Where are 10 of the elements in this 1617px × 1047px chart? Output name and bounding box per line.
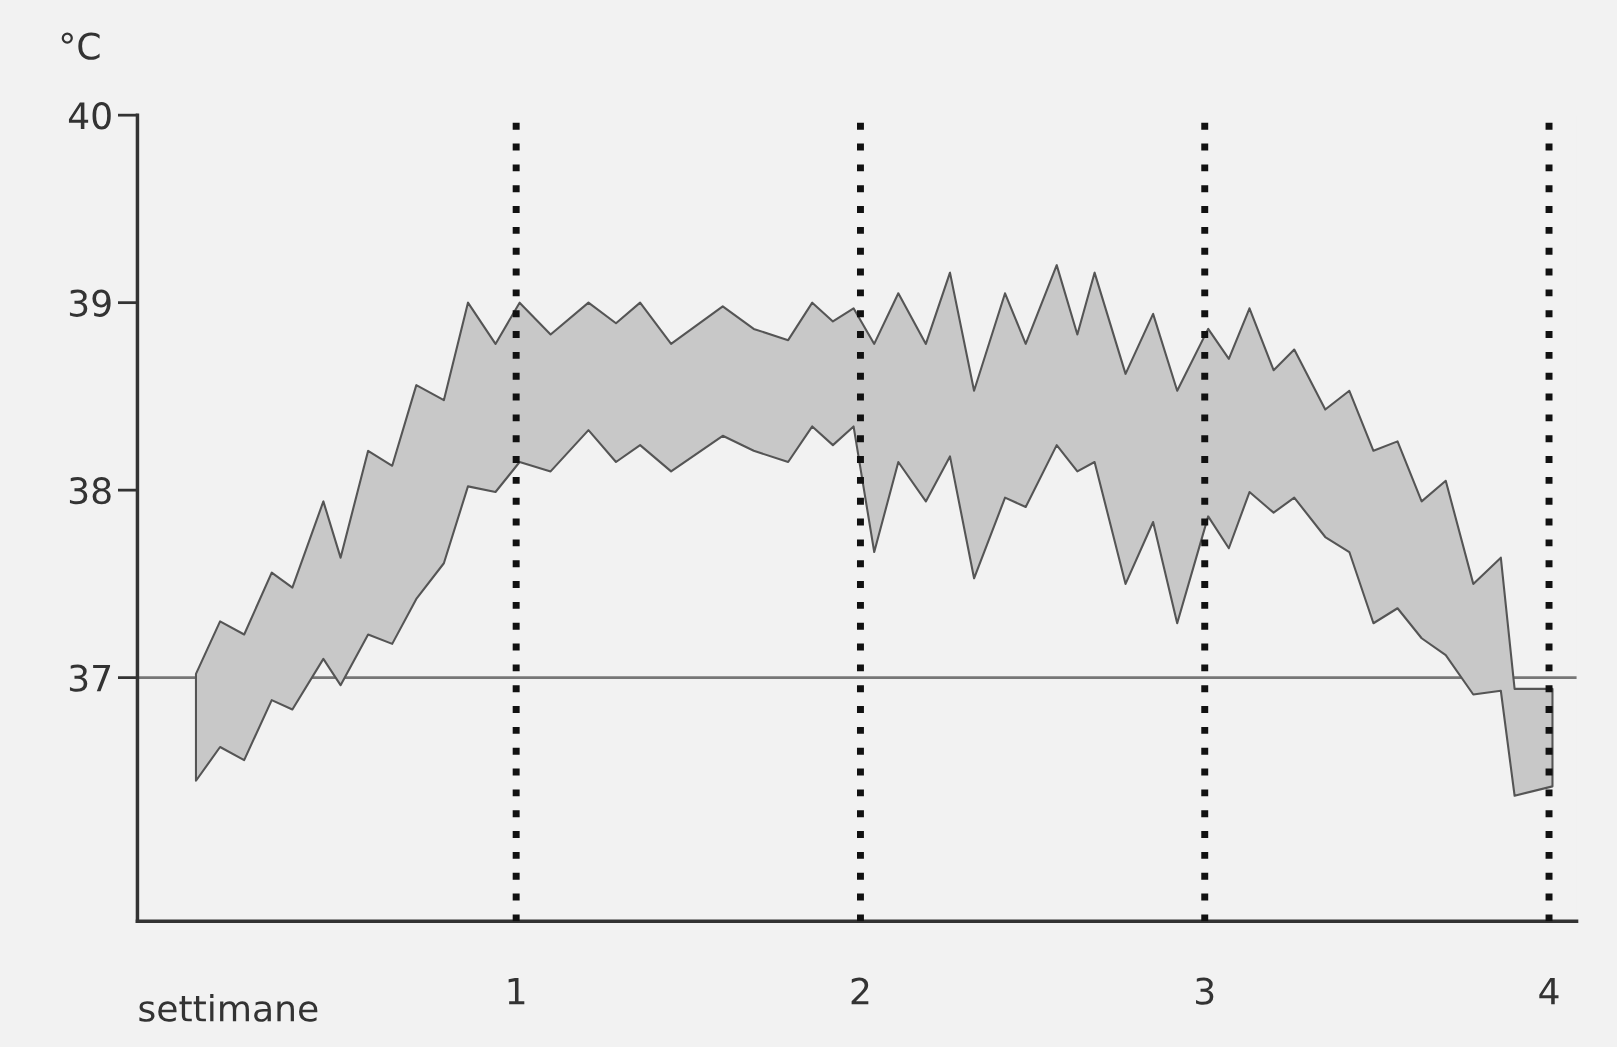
y-tick-label: 38 — [69, 477, 111, 505]
x-tick-label: 3 — [1196, 977, 1214, 1005]
x-tick-label: 2 — [851, 977, 869, 1005]
y-tick-label: 39 — [69, 289, 111, 317]
y-tick-label: 37 — [69, 664, 111, 692]
x-axis-title: settimane — [139, 993, 318, 1022]
x-tick-label: 1 — [508, 978, 525, 1005]
y-tick-label: 40 — [68, 102, 111, 130]
y-axis-title: °C — [61, 32, 100, 60]
x-tick-label: 4 — [1539, 978, 1559, 1005]
